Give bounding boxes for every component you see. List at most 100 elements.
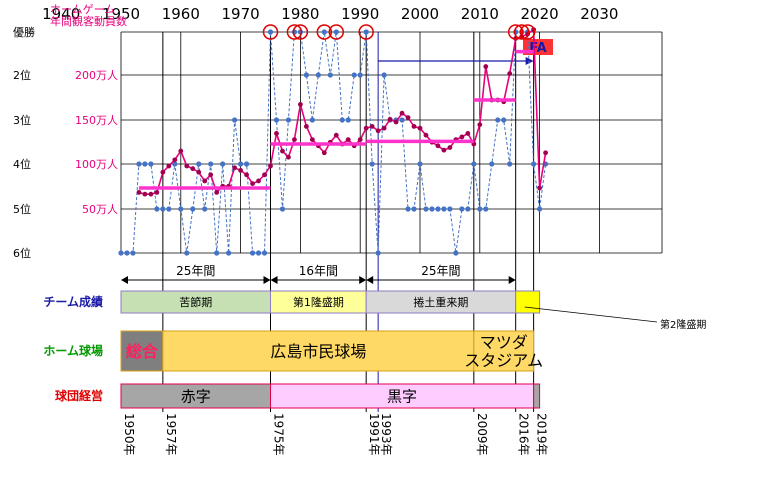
rank-point [339, 117, 345, 123]
attendance-axis-label: 50万人 [82, 203, 118, 216]
rank-point [118, 250, 124, 256]
stadium_row-segment-label: 総合 [126, 342, 159, 361]
champion-circle [292, 24, 309, 40]
rank-point [423, 206, 429, 212]
rank-point [489, 161, 495, 167]
attendance-point [286, 154, 291, 160]
attendance-point [148, 191, 154, 197]
attendance-point [369, 124, 375, 129]
attendance-point [303, 124, 309, 129]
x-tick-label: 2020 [521, 5, 559, 23]
champion-circle [358, 24, 374, 40]
period-gap-arrow-left [121, 276, 128, 284]
y-rank-label: 4位 [13, 157, 31, 171]
attendance-point [256, 178, 261, 184]
rank-point [261, 250, 268, 256]
attendance-point [357, 137, 363, 143]
rank-point [172, 161, 178, 167]
x-tick-label: 1950 [102, 5, 140, 23]
attendance-point [537, 185, 542, 191]
rank-point [279, 206, 286, 212]
rank-point [220, 161, 226, 167]
attendance-point [154, 190, 160, 195]
year-marker-label: 2016年 [517, 413, 531, 456]
legend: ホームゲーム 年間観客動員数 [50, 3, 127, 28]
champion-circle [316, 24, 333, 40]
x-tick-label: 1990 [341, 5, 379, 23]
team_row-segment-label: 苦節期 [179, 295, 212, 309]
rank-point [303, 72, 309, 78]
stadium_row-segment-label: マツダスタジアム [464, 333, 543, 370]
attendance-point [543, 150, 548, 156]
attendance-point [214, 190, 220, 195]
rank-point [130, 250, 136, 256]
attendance-point [172, 157, 178, 163]
rank-point [148, 161, 154, 167]
champion-circle [513, 24, 530, 40]
period-gap-arrow-left [270, 276, 278, 284]
attendance-point [483, 64, 489, 69]
attendance-point [345, 137, 351, 143]
rank-point [315, 72, 321, 78]
rank-point [190, 206, 196, 212]
attendance-point [142, 191, 148, 197]
x-tick-label: 1980 [281, 5, 319, 23]
attendance-point [292, 137, 297, 143]
attendance-point [208, 172, 214, 178]
attendance-point [190, 166, 196, 172]
period-gap-arrow-left [366, 276, 374, 284]
period-gaps: 25年間 16年間 25年間 [121, 264, 516, 284]
attendance-point [375, 128, 381, 134]
rank-point [381, 72, 387, 78]
attendance-point [399, 110, 405, 116]
rank-point [507, 161, 513, 167]
x-tick-label: 2010 [461, 5, 499, 23]
rank-point [208, 161, 214, 167]
x-tick-label: 2030 [580, 5, 618, 23]
rank-point [345, 117, 351, 123]
stadium_row-segment-label: 広島市民球場 [270, 342, 366, 361]
rank-point [333, 29, 339, 35]
attendance-point [477, 122, 483, 128]
attendance-point [166, 163, 172, 169]
rank-point [477, 206, 483, 212]
champion-circle [507, 24, 524, 40]
rank-point [459, 206, 465, 212]
rank-point [435, 206, 441, 212]
stadium_row-row-label: ホーム球場 [43, 343, 103, 358]
rank-point [327, 72, 333, 78]
attendance-point [459, 134, 465, 140]
attendance-point [411, 124, 417, 129]
attendance-point [441, 147, 447, 153]
y-rank-labels: 優勝 2位 3位 4位 5位 6位 [13, 25, 35, 260]
year-marker-label: 1993年 [379, 413, 393, 456]
x-tick-label: 1960 [162, 5, 200, 23]
period-gap-label: 16年間 [299, 264, 338, 278]
rank-point [447, 206, 453, 212]
champion-circle [519, 24, 536, 40]
attendance-point [309, 137, 315, 143]
rank-point [184, 250, 190, 256]
rank-point [411, 206, 417, 212]
finance_row-segment-label: 黒字 [387, 388, 417, 406]
year-marker-label: 2019年 [535, 413, 549, 456]
attendance-average-segments [138, 49, 534, 190]
finance_row-segment [120, 383, 271, 409]
x-tick-label: 1940 [42, 5, 80, 23]
rank-point [214, 250, 220, 256]
rank-point [196, 161, 202, 167]
stadium_row-segment [162, 330, 475, 372]
rank-point [238, 161, 244, 167]
attendance-point [232, 165, 238, 171]
rank-point [375, 250, 381, 256]
attendance-point [250, 181, 255, 187]
rank-point [202, 206, 208, 212]
rank-point [273, 117, 280, 123]
team_row-row-label: チーム成績 [43, 294, 103, 309]
champion-circle [286, 24, 303, 40]
attendance-point [196, 169, 202, 175]
rank-point [429, 206, 435, 212]
legend-line-2: 年間観客動員数 [50, 14, 127, 28]
